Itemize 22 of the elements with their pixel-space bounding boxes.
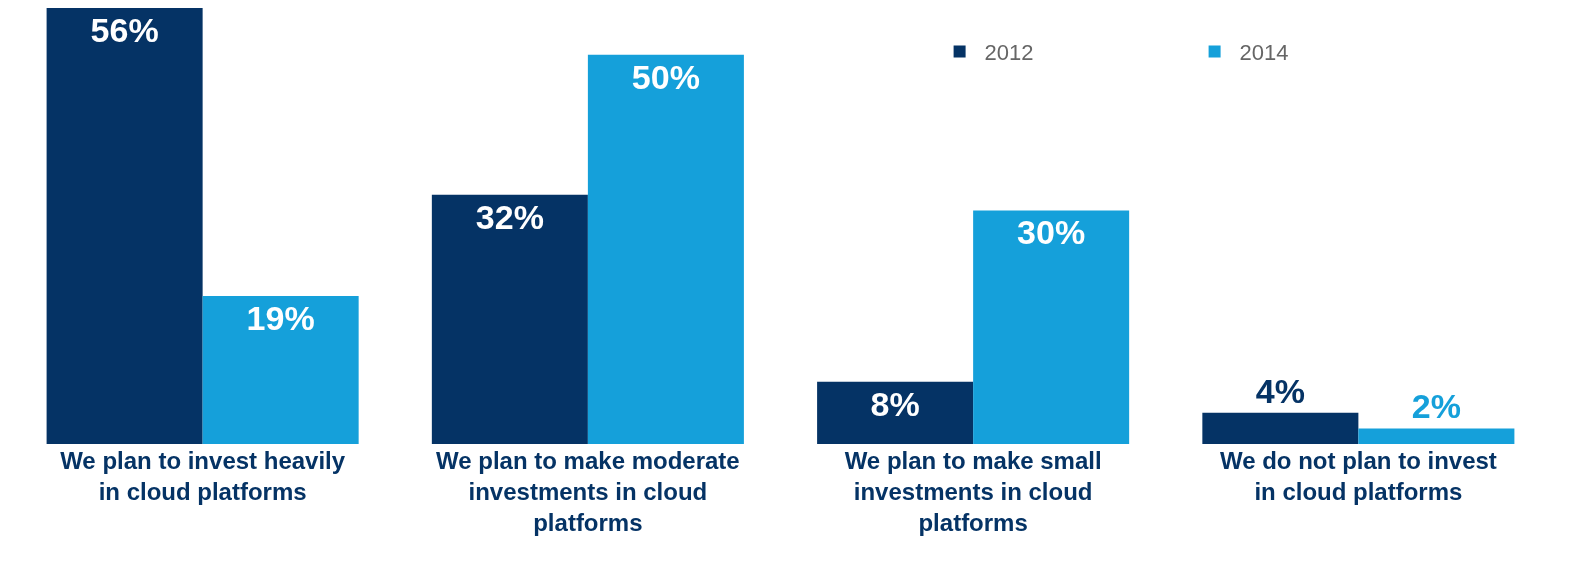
bar bbox=[431, 194, 588, 444]
bar bbox=[817, 381, 974, 444]
data-label: 2% bbox=[1411, 387, 1461, 426]
data-label: 32% bbox=[475, 197, 544, 236]
x-tick-label: We plan to make small investments in cloud platforms bbox=[844, 447, 1102, 537]
legend-label: 2012 bbox=[984, 39, 1034, 65]
data-label: 30% bbox=[1017, 213, 1086, 252]
bar bbox=[587, 54, 744, 444]
bar bbox=[46, 8, 203, 444]
bar bbox=[1202, 412, 1359, 444]
data-label: 56% bbox=[90, 11, 159, 49]
x-tick-label: We plan to invest heavily in cloud platforms bbox=[60, 447, 346, 506]
bar bbox=[973, 210, 1130, 444]
data-label: 19% bbox=[246, 299, 315, 338]
bar bbox=[1358, 428, 1515, 444]
x-tick-label: We do not plan to invest in cloud platforms bbox=[1219, 447, 1497, 506]
bar bbox=[202, 296, 359, 444]
data-label: 50% bbox=[631, 57, 700, 96]
x-tick-label: We plan to make moderate investments in cloud platforms bbox=[436, 447, 740, 537]
legend-label: 2014 bbox=[1239, 39, 1289, 65]
data-label: 8% bbox=[870, 384, 920, 423]
data-label: 4% bbox=[1255, 371, 1305, 410]
